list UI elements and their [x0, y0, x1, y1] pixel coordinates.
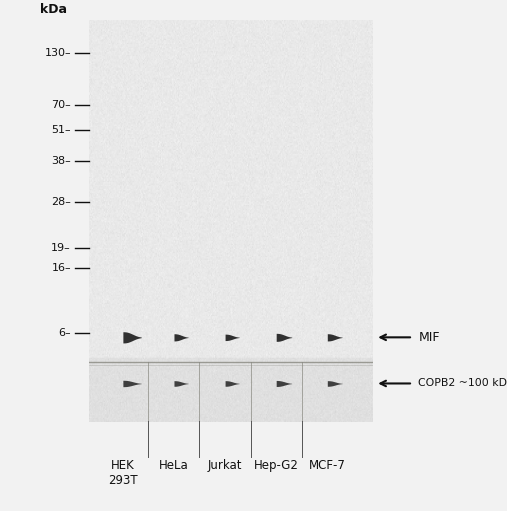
Text: 28–: 28– [51, 197, 71, 207]
Text: 70–: 70– [51, 100, 71, 110]
Text: Hep-G2: Hep-G2 [254, 459, 299, 472]
Text: 16–: 16– [51, 263, 71, 273]
Text: 130–: 130– [44, 49, 71, 58]
Text: HEK
293T: HEK 293T [108, 459, 137, 487]
Text: COPB2 ~100 kDa: COPB2 ~100 kDa [418, 379, 507, 388]
Text: kDa: kDa [40, 4, 67, 16]
Text: 6–: 6– [58, 329, 71, 338]
Text: MIF: MIF [418, 331, 440, 344]
Text: 51–: 51– [51, 125, 71, 134]
Text: 19–: 19– [51, 243, 71, 253]
Text: 38–: 38– [51, 156, 71, 166]
Text: HeLa: HeLa [159, 459, 189, 472]
Text: MCF-7: MCF-7 [309, 459, 346, 472]
Text: Jurkat: Jurkat [208, 459, 242, 472]
